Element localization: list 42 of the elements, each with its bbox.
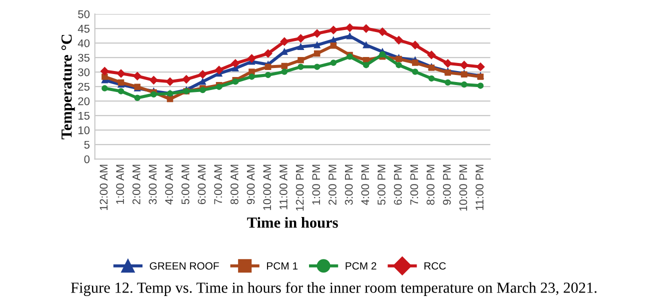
- x-tick-label: 7:00 PM: [410, 164, 418, 205]
- x-tick-label: 4:00 AM: [165, 164, 174, 204]
- x-tick-label: 4:00 PM: [361, 164, 370, 206]
- legend-label: RCC: [424, 262, 446, 270]
- x-tick-label: 2:00 PM: [328, 164, 336, 205]
- y-tick-label: 0: [84, 155, 90, 164]
- x-tick-label: 5:00 AM: [181, 164, 190, 204]
- y-tick-label: 30: [78, 68, 90, 76]
- x-tick-label: 10:00 AM: [263, 164, 272, 210]
- y-tick-label: 10: [78, 126, 90, 134]
- y-tick-label: 5: [84, 140, 90, 149]
- y-tick-label: 45: [78, 24, 90, 33]
- y-tick-label: 35: [78, 54, 90, 62]
- x-axis-title: Time in hours: [247, 217, 338, 228]
- x-tick-label: 5:00 PM: [378, 164, 386, 205]
- x-tick-label: 9:00 AM: [246, 164, 255, 204]
- x-tick-label: 11:00 AM: [280, 164, 288, 210]
- x-tick-label: 3:00 AM: [148, 164, 157, 204]
- x-tick-label: 2:00 AM: [132, 164, 140, 204]
- legend-label: GREEN ROOF: [150, 262, 219, 270]
- y-tick-label: 20: [78, 97, 90, 106]
- caption: Figure 12. Temp vs. Time in hours for the inner room temperature on March 23, 2021.: [70, 282, 596, 296]
- y-tick-label: 15: [78, 112, 90, 120]
- y-tick-label: 50: [78, 10, 90, 18]
- y-tick-label: 25: [78, 82, 90, 91]
- x-tick-label: 12:00 PM: [296, 164, 304, 211]
- x-tick-label: 12:00 AM: [100, 164, 108, 210]
- legend-label: PCM 1: [267, 262, 298, 270]
- x-tick-label: 1:00 AM: [116, 164, 124, 204]
- x-tick-label: 8:00 AM: [230, 164, 238, 204]
- legend-label: PCM 2: [346, 262, 376, 270]
- x-tick-label: 10:00 PM: [459, 164, 468, 211]
- x-tick-label: 7:00 AM: [214, 164, 222, 204]
- x-tick-label: 1:00 PM: [312, 164, 320, 204]
- y-tick-label: 40: [78, 39, 90, 48]
- x-tick-label: 3:00 PM: [344, 164, 353, 205]
- x-tick-label: 6:00 AM: [198, 164, 206, 204]
- x-tick-label: 9:00 PM: [442, 164, 451, 205]
- x-tick-label: 6:00 PM: [394, 164, 402, 205]
- x-tick-label: 11:00 PM: [476, 164, 484, 210]
- y-axis-title: Temperature °C: [61, 34, 75, 140]
- x-tick-label: 8:00 PM: [426, 164, 434, 205]
